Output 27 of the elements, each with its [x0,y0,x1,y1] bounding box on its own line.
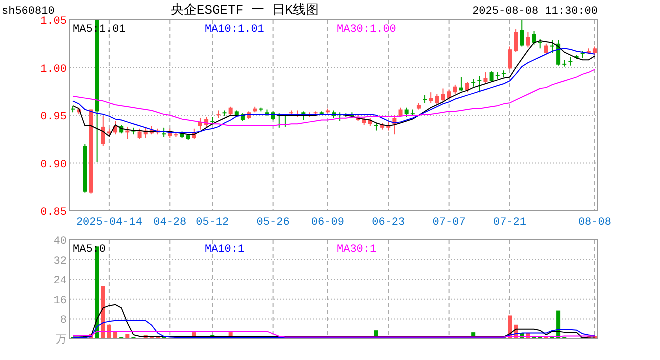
x-tick-label: 04-28 [154,217,187,229]
x-tick-label: 07-07 [432,217,466,229]
text: 2025-08-08 11:30:00 [472,6,598,18]
y-tick-label: 万 [56,334,67,347]
y-tick-label: 0.90 [40,159,67,172]
x-tick-label: 07-21 [493,217,527,229]
y-tick-label: 24 [54,276,68,288]
x-tick-label: 08-08 [578,217,612,229]
x-tick-label: 06-09 [311,217,344,229]
y-tick-label: 1.05 [40,16,67,28]
y-tick-label: 16 [54,295,67,308]
text: MA30:1 [337,244,378,256]
chart-title: 央企ESGETF 一 日K线图 [170,3,320,18]
x-tick-label: 06-23 [372,217,406,229]
y-tick-label: 0.85 [40,207,67,219]
y-tick-label: 32 [54,256,67,268]
y-tick-label: 8 [60,315,67,328]
y-tick-label: 1.00 [40,64,67,76]
y-tick-label: 0.95 [40,112,67,124]
text: MA10:1 [205,244,246,256]
text: MA10:1.01 [205,24,265,36]
text: sh560810 [2,6,55,18]
y-tick-label: 40 [54,236,67,248]
x-tick-label: 2025-04-14 [76,217,143,229]
x-tick-label: 05-26 [256,217,290,229]
x-tick-label: 05-12 [196,217,230,229]
text: MA30:1.00 [337,24,396,36]
